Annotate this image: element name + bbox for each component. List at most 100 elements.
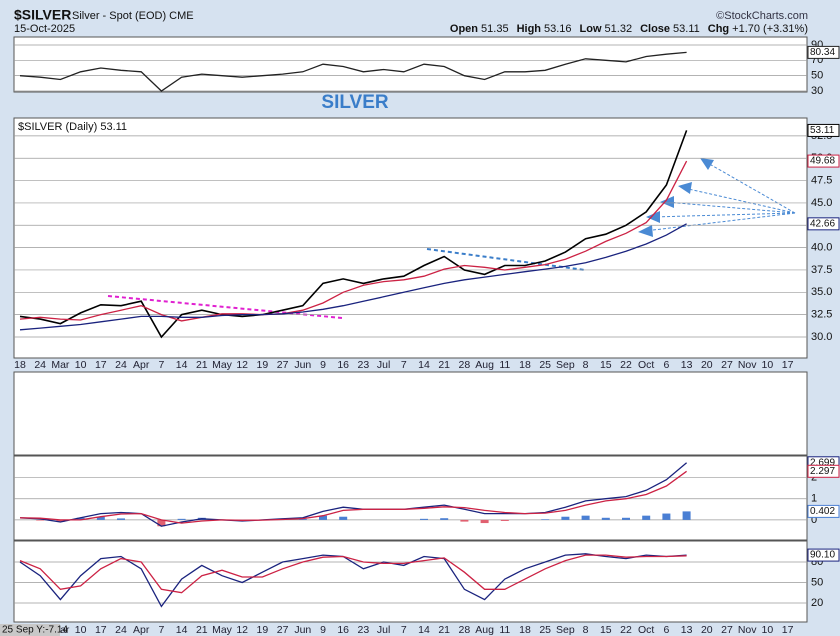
y-tick-label: 47.5 [811,174,832,186]
histogram-bar [622,517,630,520]
series-line [19,130,688,339]
x-tick-label: 21 [438,359,450,371]
x-tick-label: 28 [459,359,471,371]
x-tick-label: 7 [401,359,407,371]
histogram-bar [561,516,570,520]
x-tick-label: 22 [620,359,632,371]
quote-label: High [517,23,542,35]
value-box [807,504,840,518]
x-tick-label: 10 [762,359,774,371]
arrow [665,201,796,214]
x-tick-label: 27 [277,624,289,636]
stoch-panel [13,540,808,623]
x-tick-label: 18 [519,624,531,636]
value-box [807,548,840,562]
x-tick-label: May [212,624,233,636]
histogram-bar [480,519,489,524]
series-line [19,462,688,527]
description: Silver - Spot (EOD) CME [72,10,194,22]
x-tick-label: Oct [638,359,654,371]
x-tick-label: Nov [738,624,757,636]
x-tick-label: 10 [75,624,87,636]
x-tick-label: 18 [519,359,531,371]
x-tick-label: Jul [377,359,390,371]
x-tick-label: 13 [681,624,693,636]
cursor-label: 25 Sep Y:-7.14 [2,625,68,636]
y-tick-label: 20 [811,597,823,609]
x-tick-label: Aug [475,359,494,371]
value-box-label: 90.10 [810,550,835,561]
x-tick-label: May [212,359,233,371]
histogram-bar [339,516,348,520]
x-tick-label: 18 [14,359,26,371]
y-tick-label: 50 [811,576,823,588]
histogram-bar [642,515,651,520]
value-box [807,217,840,231]
histogram-bar [682,511,691,520]
arrows [644,161,796,232]
symbol: $SILVER [14,7,71,23]
x-tick-label: 7 [158,624,164,636]
x-tick-label: Jun [294,624,311,636]
value-box-label: 49.68 [810,156,835,167]
x-tick-label: Jun [294,359,311,371]
series-line [19,554,687,594]
x-tick-label: 14 [176,624,188,636]
x-tick-label: 20 [701,359,713,371]
x-tick-label: 14 [418,624,430,636]
x-tick-label: 8 [583,624,589,636]
x-tick-label: Oct [638,624,654,636]
x-tick-label: 24 [34,359,46,371]
x-tick-label: 19 [257,359,269,371]
arrow [651,212,796,218]
x-tick-label: 9 [320,359,326,371]
y-tick-label: 32.5 [811,309,832,321]
x-tick-label: 25 [539,359,551,371]
arrow-head [700,158,714,170]
x-tick-label: 8 [583,359,589,371]
empty-panel [13,371,808,456]
x-tick-label: 21 [196,359,208,371]
legend-name: $SILVER (Daily) [18,121,97,133]
y-tick-label: 30 [811,85,823,97]
quote-label: Open [450,23,478,35]
histogram-bar [76,517,85,520]
x-tick-label: Apr [133,359,150,371]
histogram-bar [581,515,590,520]
x-tick-label: Aug [475,624,494,636]
quote-value: 51.32 [605,23,633,35]
trend-line [426,248,586,271]
x-tick-label: 12 [236,624,248,636]
x-tick-label: 16 [337,624,349,636]
histogram-bar [541,519,550,520]
x-tick-label: 15 [600,359,612,371]
price-panel [13,117,808,359]
x-tick-label: 10 [762,624,774,636]
x-tick-label: 10 [75,359,87,371]
x-tick-label: Mar [51,359,70,371]
arrow-heads [638,158,714,237]
x-tick-label: 17 [782,359,794,371]
x-tick-label: 19 [257,624,269,636]
x-tick-label: 13 [681,359,693,371]
x-tick-label: 25 [539,624,551,636]
series-line [19,51,687,92]
x-tick-label: 6 [663,359,669,371]
value-box-label: 2.699 [810,457,835,468]
arrow-head [646,211,660,223]
x-tick-label: 20 [701,624,713,636]
histogram-bar [36,519,45,521]
quote-value: 53.16 [544,23,572,35]
series-line [19,553,687,608]
value-box-label: 53.11 [810,125,835,136]
histogram-bar [298,519,307,520]
y-tick-label: 50 [811,70,823,82]
value-box [807,123,840,137]
x-tick-label: 27 [721,624,733,636]
annotation: SILVER [321,92,388,113]
value-box-label: 42.66 [810,218,835,229]
histogram-bar [601,517,610,520]
histogram-bar [177,518,186,520]
